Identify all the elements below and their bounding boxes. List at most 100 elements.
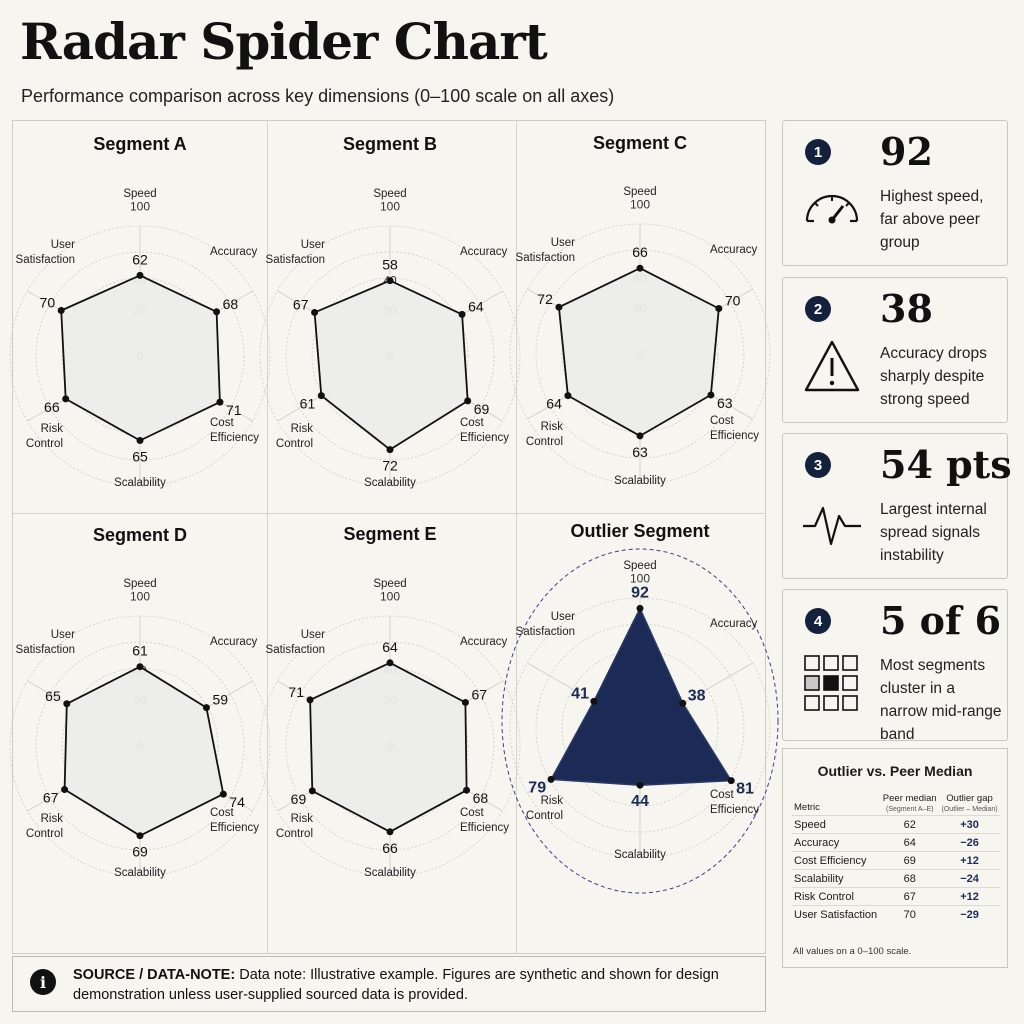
data-point [311,308,319,316]
data-point [547,775,555,783]
card-badge: 4 [805,608,831,634]
metric-cell: Accuracy [792,833,881,852]
data-label: 69 [291,791,307,807]
table-note: All values on a 0–100 scale. [793,946,912,957]
speedometer-icon [801,179,863,234]
pulse-icon [801,492,863,557]
axis-label: User Satisfaction [16,239,76,266]
data-point [61,786,69,794]
axis-label: Scalability [614,849,666,861]
axis-label: Speed [123,188,156,200]
insight-card: 4 5 of 6 Most segments cluster in a narr… [782,589,1008,743]
axis-label: Accuracy [460,636,508,648]
insight-card: 3 54 pts Largest internal spread signals… [782,433,1012,579]
axis-label: User Satisfaction [16,629,76,656]
insight-card: 2 38 Accuracy drops sharply despite stro… [782,277,1008,423]
card-badge: 1 [805,139,831,165]
median-cell: 70 [880,905,940,923]
data-point [213,308,221,316]
data-label: 71 [288,684,304,700]
data-point [219,790,227,798]
data-label: 66 [632,244,648,260]
data-label: 63 [717,395,733,411]
axis-label: Speed [373,578,406,590]
gap-cell: +12 [939,851,1000,870]
axis-label: Risk Control [26,813,63,840]
grid-ring [561,275,719,433]
metric-cell: Risk Control [792,887,881,906]
axis-label: Speed [123,578,156,590]
axis-label: Accuracy [210,636,258,648]
axis-label: Cost Efficiency [460,417,509,444]
panel-title: Segment D [93,525,187,545]
metric-cell: Scalability [792,869,881,888]
series-polygon [63,665,225,837]
data-label: 67 [471,686,487,702]
grid-divider [516,121,517,953]
data-label: 44 [631,793,649,810]
data-point [57,307,65,314]
grid-ring [311,277,469,435]
median-cell: 62 [880,815,940,834]
data-label: 79 [528,779,546,796]
data-label: 72 [382,458,398,474]
data-label: 38 [688,687,706,704]
table-row: Speed 62 +30 [792,815,1000,834]
data-point [62,395,70,403]
radar-panel: Segment C10040200667063636472SpeedAccura… [509,133,771,487]
data-point [136,437,144,444]
data-point [636,604,644,612]
gap-cell: +30 [939,815,1000,834]
data-label: 62 [132,251,148,267]
grid-ring [61,667,219,825]
axis-label: Scalability [364,867,416,879]
page-title: Radar Spider Chart [20,12,548,71]
comparison-title: Outlier vs. Peer Median [817,763,973,779]
radar-grid-frame [12,120,766,954]
card-badge: 2 [805,296,831,322]
table-row: Scalability 68 −24 [792,869,1000,888]
metric-cell: Cost Efficiency [792,851,881,870]
data-point [386,828,394,836]
axis-label: Cost Efficiency [710,415,759,442]
gap-cell: −29 [939,905,1000,923]
table-row: Risk Control 67 +12 [792,887,1000,906]
data-label: 63 [632,444,648,460]
data-point [458,310,466,318]
data-point [317,392,325,400]
series-polygon [60,274,221,442]
column-subheader: (Outlier – Median) [941,806,998,813]
tick-label: 100 [130,589,150,603]
axis-label: Speed [623,186,656,198]
data-point [216,398,224,406]
data-label: 92 [631,584,649,601]
data-label: 66 [382,840,398,856]
data-label: 41 [571,685,589,702]
axis-label: Accuracy [710,618,758,630]
radar-panel: Segment B10040200586469726167SpeedAccura… [259,134,521,489]
data-label: 59 [212,692,228,708]
tick-label: 100 [630,197,650,211]
series-polygon [558,267,720,437]
axis-label: Cost Efficiency [210,807,259,834]
panel-title: Segment A [93,134,186,154]
data-point [555,303,563,311]
card-value: 54 pts [880,442,1012,487]
axis-label: Scalability [614,475,666,487]
data-label: 64 [546,396,562,412]
data-point [386,277,394,285]
median-cell: 69 [880,851,940,870]
panel-title: Outlier Segment [570,521,709,541]
radar-panel: Segment E10040200646768666971SpeedAccura… [259,524,521,879]
data-point [136,663,144,671]
data-point [308,787,316,795]
card-value: 92 [880,129,933,174]
column-subheader: (Segment A–E) [886,806,934,813]
data-label: 68 [223,296,239,312]
axis-label: Scalability [114,867,166,879]
metric-cell: User Satisfaction [792,905,881,923]
grid-divider [267,121,268,953]
gap-cell: −26 [939,833,1000,852]
grid-ring [561,649,719,807]
